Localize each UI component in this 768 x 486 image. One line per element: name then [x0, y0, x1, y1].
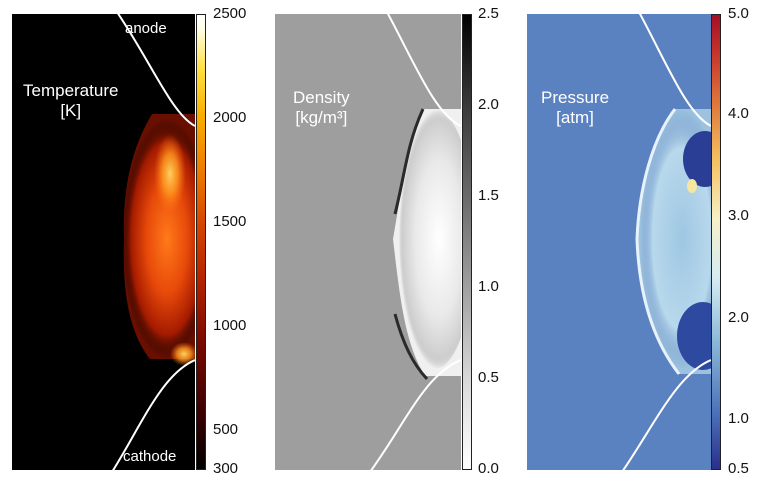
pressure-label-title: Pressure	[541, 88, 610, 107]
temperature-panel: Temperature [K] anode cathode	[12, 14, 195, 470]
pressure-tick: 2.0	[728, 309, 749, 326]
pressure-high-spot	[687, 179, 697, 193]
temperature-tick: 1500	[213, 213, 247, 230]
density-tick: 2.5	[478, 5, 499, 22]
pressure-panel: Pressure [atm]	[527, 14, 711, 470]
density-label-title: Density	[293, 88, 350, 107]
density-tick: 2.0	[478, 96, 499, 113]
pressure-field-plot	[527, 14, 711, 470]
temperature-label-unit: [K]	[60, 101, 82, 120]
pressure-label-unit: [atm]	[556, 108, 594, 127]
density-colorbar	[462, 14, 472, 470]
density-field-plot	[275, 14, 461, 470]
temperature-hotspot-top	[154, 134, 186, 214]
density-shock-bottom	[393, 313, 429, 381]
temperature-tick: 2000	[213, 109, 247, 126]
pressure-tick: 3.0	[728, 207, 749, 224]
temperature-hotspot-bottom	[170, 342, 195, 366]
density-label: Density [kg/m³]	[293, 88, 350, 128]
pressure-anode-contour	[638, 14, 711, 127]
density-tick: 0.5	[478, 369, 499, 386]
pressure-tick: 0.5	[728, 460, 749, 477]
density-tick: 1.5	[478, 187, 499, 204]
pressure-low-region-top	[683, 131, 711, 187]
pressure-tick: 4.0	[728, 105, 749, 122]
density-tick: 0.0	[478, 460, 499, 477]
anode-contour	[117, 14, 195, 127]
temperature-tick: 500	[213, 421, 239, 438]
temperature-tick: 1000	[213, 317, 247, 334]
pressure-tick: 5.0	[728, 5, 749, 22]
pressure-shock-front	[635, 108, 681, 375]
density-cathode-contour	[370, 359, 461, 470]
density-anode-contour	[386, 14, 461, 127]
density-tick: 1.0	[478, 278, 499, 295]
pressure-tick: 1.0	[728, 410, 749, 427]
temperature-colorbar	[196, 14, 206, 470]
pressure-low-region-bottom	[677, 302, 711, 370]
cathode-contour	[112, 359, 195, 470]
pressure-label: Pressure [atm]	[541, 88, 609, 128]
temperature-label: Temperature [K]	[20, 80, 122, 122]
pressure-colorbar	[711, 14, 721, 470]
temperature-tick: 300	[213, 460, 239, 477]
anode-label: anode	[125, 20, 167, 37]
density-arc-core	[395, 109, 461, 369]
density-panel: Density [kg/m³]	[275, 14, 461, 470]
cathode-label: cathode	[123, 448, 177, 465]
density-shock-top	[393, 108, 425, 215]
temperature-tick: 2500	[213, 5, 247, 22]
density-label-unit: [kg/m³]	[295, 108, 348, 127]
pressure-cathode-contour	[622, 359, 711, 470]
temperature-label-title: Temperature	[23, 81, 119, 100]
